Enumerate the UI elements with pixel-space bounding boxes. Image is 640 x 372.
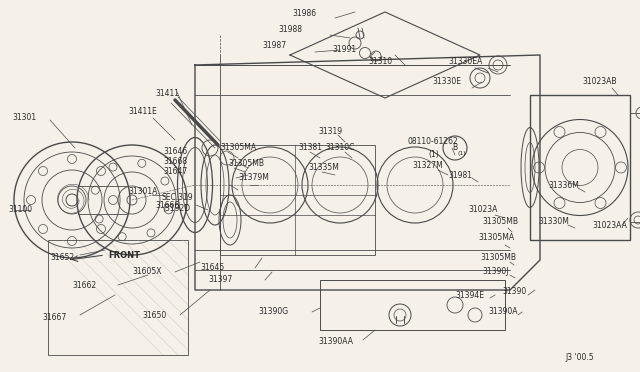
Text: 31301A: 31301A bbox=[128, 187, 157, 196]
Text: 31305MB: 31305MB bbox=[482, 218, 518, 227]
Text: (1): (1) bbox=[428, 151, 439, 160]
Text: 31305MB: 31305MB bbox=[480, 253, 516, 263]
Text: 31981: 31981 bbox=[448, 170, 472, 180]
Text: 31381: 31381 bbox=[298, 142, 322, 151]
Bar bbox=[220, 145, 375, 255]
Text: 31336M: 31336M bbox=[548, 180, 579, 189]
Text: 31662: 31662 bbox=[72, 280, 96, 289]
Text: 31647: 31647 bbox=[163, 167, 188, 176]
Text: 31100: 31100 bbox=[8, 205, 32, 215]
Text: 31397: 31397 bbox=[208, 276, 232, 285]
Bar bbox=[320, 280, 505, 330]
Text: FRONT: FRONT bbox=[108, 250, 140, 260]
Text: 31305MB: 31305MB bbox=[228, 158, 264, 167]
Text: 31394E: 31394E bbox=[455, 291, 484, 299]
Text: (1): (1) bbox=[458, 151, 467, 156]
Text: 31319: 31319 bbox=[318, 128, 342, 137]
Text: 31390AA: 31390AA bbox=[318, 337, 353, 346]
Text: 31023A: 31023A bbox=[468, 205, 497, 215]
Text: 08110-61262: 08110-61262 bbox=[408, 138, 459, 147]
Text: 31650: 31650 bbox=[142, 311, 166, 320]
Text: SEC.319: SEC.319 bbox=[162, 193, 194, 202]
Text: 31305MA: 31305MA bbox=[478, 234, 514, 243]
Text: 31666: 31666 bbox=[155, 201, 179, 209]
Text: B: B bbox=[452, 144, 458, 153]
Text: 31987: 31987 bbox=[262, 42, 286, 51]
Text: 31652: 31652 bbox=[50, 253, 74, 263]
Text: 31411E: 31411E bbox=[128, 108, 157, 116]
Text: 31327M: 31327M bbox=[412, 160, 443, 170]
Text: 31301: 31301 bbox=[12, 113, 36, 122]
Text: 31310C: 31310C bbox=[325, 144, 355, 153]
Text: 31390G: 31390G bbox=[258, 308, 288, 317]
Text: 31390: 31390 bbox=[502, 288, 526, 296]
Text: J3 '00.5: J3 '00.5 bbox=[565, 353, 594, 362]
Text: 31330EA: 31330EA bbox=[448, 58, 483, 67]
Bar bbox=[530, 95, 630, 240]
Text: 31991: 31991 bbox=[332, 45, 356, 55]
Text: 31023AB: 31023AB bbox=[582, 77, 616, 87]
Text: 31411: 31411 bbox=[155, 89, 179, 97]
Text: 31988: 31988 bbox=[278, 26, 302, 35]
Text: 31645: 31645 bbox=[200, 263, 224, 273]
Text: 31668: 31668 bbox=[163, 157, 187, 167]
Text: 31310: 31310 bbox=[368, 58, 392, 67]
Text: 31379M: 31379M bbox=[238, 173, 269, 183]
Text: 31023AA: 31023AA bbox=[592, 221, 627, 230]
Bar bbox=[48, 240, 188, 355]
Text: (3192D: (3192D bbox=[162, 203, 190, 212]
Text: 31646: 31646 bbox=[163, 148, 188, 157]
Text: 31330M: 31330M bbox=[538, 218, 569, 227]
Text: 31390J: 31390J bbox=[482, 267, 509, 276]
Text: 31335M: 31335M bbox=[308, 164, 339, 173]
Text: 31330E: 31330E bbox=[432, 77, 461, 87]
Text: 31986: 31986 bbox=[292, 9, 316, 17]
Text: 31667: 31667 bbox=[42, 314, 67, 323]
Text: 31605X: 31605X bbox=[132, 267, 161, 276]
Text: 31390A: 31390A bbox=[488, 308, 518, 317]
Text: 31305MA: 31305MA bbox=[220, 142, 256, 151]
